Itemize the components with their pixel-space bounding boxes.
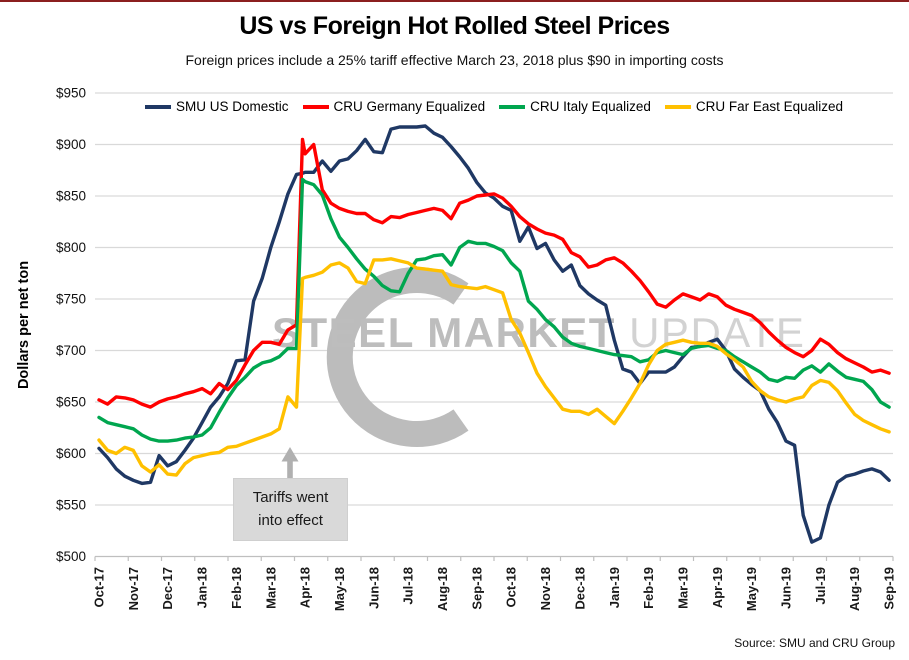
x-tick-label: Dec-17 (160, 567, 175, 610)
x-tick-label: Mar-18 (263, 567, 278, 609)
x-tick-label: Jan-19 (607, 567, 622, 608)
legend-swatch-icon (664, 104, 691, 109)
x-tick-label: Feb-19 (641, 567, 656, 609)
y-tick-label: $550 (56, 498, 86, 513)
watermark-crescent-icon (326, 267, 469, 447)
x-tick-label: Jun-18 (366, 567, 381, 609)
legend-item-cru-far-east-equalized[interactable]: CRU Far East Equalized (664, 99, 843, 114)
tariff-annotation-box: Tariffs went into effect (233, 478, 348, 541)
x-tick-label: Apr-18 (298, 567, 313, 608)
legend-item-smu-us-domestic[interactable]: SMU US Domestic (145, 99, 289, 114)
x-tick-label: Nov-17 (126, 567, 141, 610)
y-tick-label: $800 (56, 240, 86, 255)
legend-swatch-icon (499, 104, 526, 109)
source-note: Source: SMU and CRU Group (734, 636, 895, 650)
y-axis-title: Dollars per net ton (16, 261, 32, 389)
y-tick-label: $600 (56, 446, 86, 461)
x-tick-label: May-18 (332, 567, 347, 611)
x-tick-label: Apr-19 (710, 567, 725, 608)
y-tick-label: $900 (56, 137, 86, 152)
y-tick-label: $850 (56, 189, 86, 204)
tariff-annotation-line1: Tariffs went (252, 489, 329, 506)
y-tick-label: $750 (56, 292, 86, 307)
legend-label: SMU US Domestic (176, 99, 289, 114)
x-tick-label: Feb-18 (229, 567, 244, 609)
series-line-cru-italy-equalized (97, 177, 891, 443)
legend-label: CRU Far East Equalized (695, 99, 843, 114)
legend-label: CRU Italy Equalized (530, 99, 651, 114)
x-tick-label: May-19 (744, 567, 759, 611)
chart-subtitle: Foreign prices include a 25% tariff effe… (185, 52, 724, 68)
chart-legend: SMU US Domestic CRU Germany Equalized CRU … (95, 99, 893, 114)
x-tick-label: Aug-18 (435, 567, 450, 611)
chart-title: US vs Foreign Hot Rolled Steel Prices (239, 12, 670, 40)
x-tick-label: Aug-19 (847, 567, 862, 611)
x-tick-label: Sep-19 (882, 567, 897, 610)
x-tick-label: Jul-18 (401, 567, 416, 605)
x-tick-label: Oct-17 (92, 567, 107, 607)
series-line-cru-germany-equalized (97, 137, 891, 409)
x-axis-labels: Oct-17 Nov-17 Dec-17 Jan-18 Feb-18 Mar-18 Apr-… (92, 567, 897, 611)
x-tick-label: Jun-19 (779, 567, 794, 609)
x-tick-label: Oct-18 (504, 567, 519, 607)
legend-item-cru-germany-equalized[interactable]: CRU Germany Equalized (302, 99, 486, 114)
y-tick-label: $700 (56, 343, 86, 358)
x-tick-label: Mar-19 (675, 567, 690, 609)
series-line-cru-far-east-equalized (97, 257, 891, 477)
y-tick-label: $650 (56, 395, 86, 410)
legend-item-cru-italy-equalized[interactable]: CRU Italy Equalized (499, 99, 651, 114)
legend-swatch-icon (302, 104, 329, 109)
x-tick-label: Jan-18 (195, 567, 210, 608)
y-tick-label: $950 (56, 86, 86, 101)
x-tick-label: Sep-18 (469, 567, 484, 610)
y-tick-label: $500 (56, 549, 86, 564)
x-tick-label: Jul-19 (813, 567, 828, 605)
x-tick-label: Dec-18 (572, 567, 587, 610)
legend-label: CRU Germany Equalized (333, 99, 486, 114)
data-series (97, 124, 891, 544)
top-border (0, 0, 909, 2)
x-axis-ticks (94, 556, 894, 561)
x-tick-label: Nov-18 (538, 567, 553, 610)
legend-swatch-icon (145, 104, 172, 109)
tariff-annotation-line2: into effect (258, 511, 323, 529)
annotation-arrow-icon (281, 447, 299, 478)
